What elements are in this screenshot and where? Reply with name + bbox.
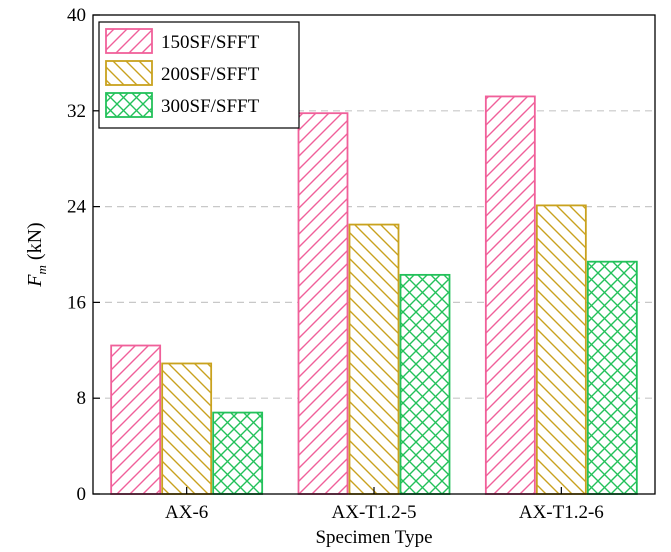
y-tick-label: 24 xyxy=(67,197,87,218)
y-axis-label-subscript: m xyxy=(34,265,49,274)
y-axis-ticks: 0 8 16 24 32 40 xyxy=(67,5,100,505)
bar-AX-T1.2-6-150SF/SFFT xyxy=(484,95,536,495)
legend-swatch xyxy=(105,28,153,54)
y-tick-label: 16 xyxy=(67,292,86,313)
legend: 150SF/SFFT 200SF/SFFT 300SF/SFFT xyxy=(98,21,300,129)
y-tick-label: 0 xyxy=(77,484,87,505)
x-tick-label: AX-T1.2-6 xyxy=(519,502,604,523)
legend-swatch xyxy=(105,92,153,118)
bars xyxy=(110,95,638,495)
y-axis-label-symbol: F xyxy=(24,274,46,288)
bar-AX-T1.2-5-150SF/SFFT xyxy=(297,112,349,495)
bar-AX-6-200SF/SFFT xyxy=(161,362,213,495)
x-axis-ticks: AX-6 AX-T1.2-5 AX-T1.2-6 xyxy=(165,487,604,523)
bar-AX-6-150SF/SFFT xyxy=(110,344,162,495)
y-tick-label: 8 xyxy=(77,388,87,409)
legend-label: 200SF/SFFT xyxy=(161,64,260,85)
bar-AX-T1.2-5-200SF/SFFT xyxy=(348,223,400,495)
legend-swatch xyxy=(105,60,153,86)
x-tick-label: AX-6 xyxy=(165,502,208,523)
bar-AX-T1.2-6-200SF/SFFT xyxy=(535,204,587,495)
legend-label: 300SF/SFFT xyxy=(161,96,260,117)
bar-AX-6-300SF/SFFT xyxy=(212,411,264,495)
legend-label: 150SF/SFFT xyxy=(161,32,260,53)
y-axis-label-unit: (kN) xyxy=(24,222,46,265)
x-axis-label: Specimen Type xyxy=(315,527,432,548)
x-tick-label: AX-T1.2-5 xyxy=(332,502,417,523)
y-tick-label: 40 xyxy=(67,5,86,26)
bar-AX-T1.2-6-300SF/SFFT xyxy=(586,260,638,495)
y-axis-label: Fm (kN) xyxy=(24,222,49,287)
bar-AX-T1.2-5-300SF/SFFT xyxy=(399,273,451,495)
y-tick-label: 32 xyxy=(67,101,86,122)
